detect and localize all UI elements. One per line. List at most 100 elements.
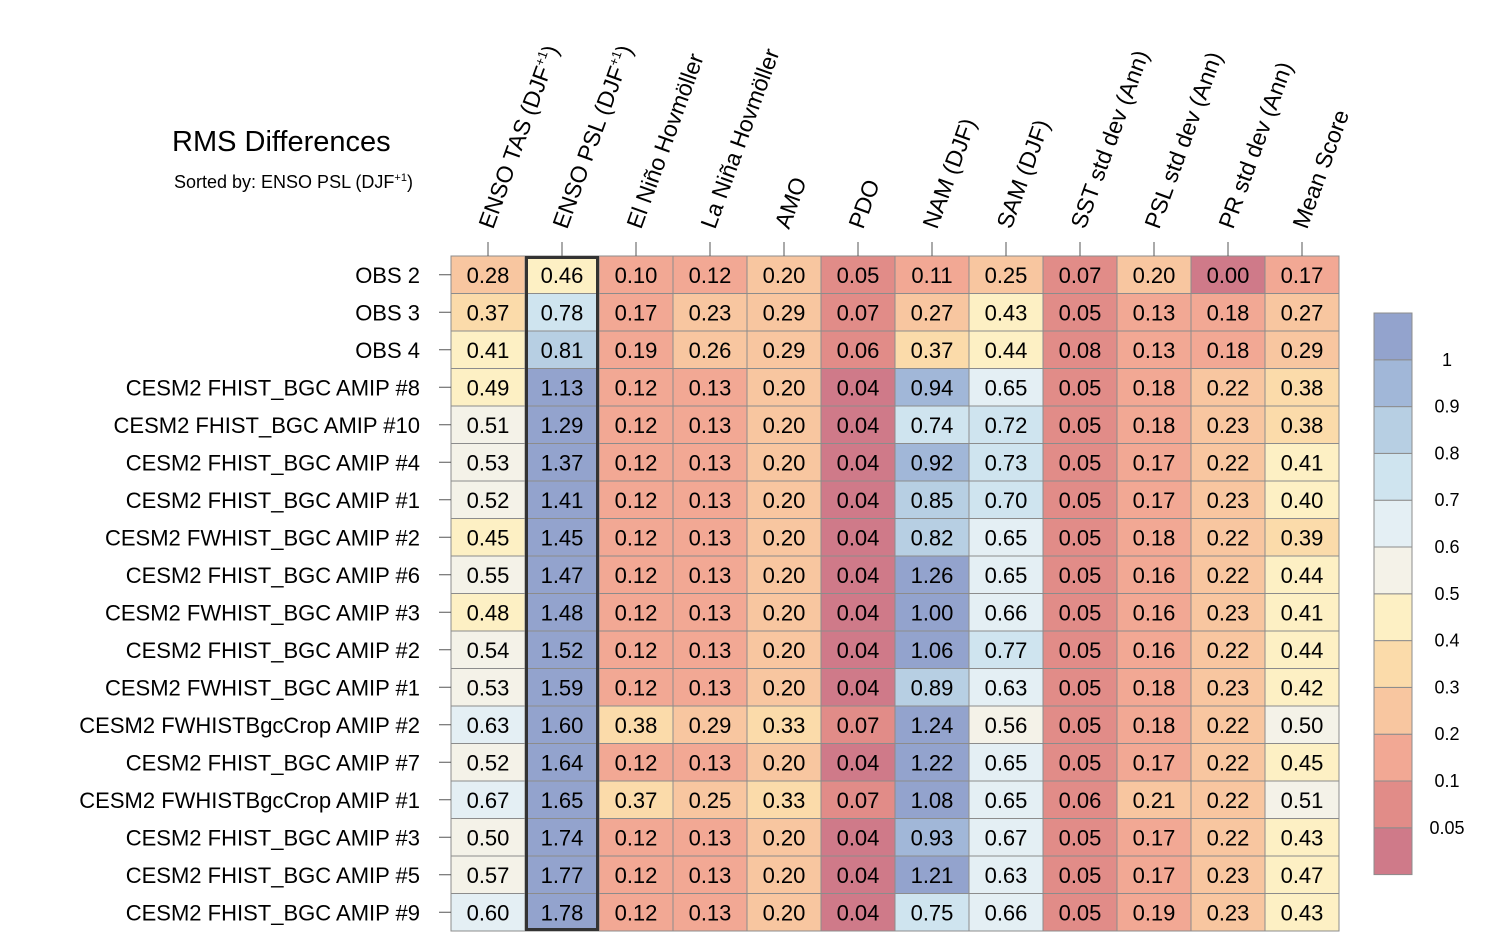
heatmap-cell bbox=[820, 480, 896, 519]
heatmap-cell bbox=[746, 480, 822, 519]
heatmap-cell bbox=[1190, 293, 1266, 332]
heatmap-cell bbox=[820, 443, 896, 482]
cell-value: 0.82 bbox=[911, 525, 954, 550]
cell-value: 0.52 bbox=[467, 488, 510, 513]
heatmap-cell bbox=[746, 593, 822, 632]
cell-value: 0.28 bbox=[467, 263, 510, 288]
colorbar-label: 1 bbox=[1442, 350, 1452, 370]
cell-value: 0.33 bbox=[763, 713, 806, 738]
heatmap-cell bbox=[598, 668, 674, 707]
cell-value: 0.05 bbox=[1059, 750, 1102, 775]
heatmap-cell bbox=[968, 705, 1044, 744]
heatmap-cell bbox=[598, 443, 674, 482]
heatmap-cell bbox=[524, 405, 600, 444]
cell-value: 0.05 bbox=[837, 263, 880, 288]
heatmap-cell bbox=[1190, 443, 1266, 482]
cell-value: 0.22 bbox=[1207, 750, 1250, 775]
cell-value: 0.66 bbox=[985, 900, 1028, 925]
cell-value: 0.08 bbox=[1059, 338, 1102, 363]
colorbar-band bbox=[1373, 499, 1413, 548]
colorbar-band bbox=[1373, 406, 1413, 454]
cell-value: 0.13 bbox=[689, 825, 732, 850]
cell-value: 0.17 bbox=[1133, 488, 1176, 513]
heatmap-cell bbox=[1116, 555, 1192, 594]
cell-value: 0.22 bbox=[1207, 713, 1250, 738]
cell-value: 0.23 bbox=[1207, 488, 1250, 513]
column-labels: ENSO TAS (DJF+1)ENSO PSL (DJF+1)El Niño … bbox=[473, 42, 1354, 256]
cell-value: 1.00 bbox=[911, 600, 954, 625]
heatmap-cell bbox=[894, 480, 970, 519]
row-label: CESM2 FHIST_BGC AMIP #3 bbox=[126, 825, 420, 850]
cell-value: 0.17 bbox=[1133, 863, 1176, 888]
cell-value: 1.77 bbox=[541, 863, 584, 888]
heatmap-cell bbox=[1042, 518, 1118, 557]
row-label: CESM2 FHIST_BGC AMIP #9 bbox=[126, 900, 420, 925]
cell-value: 0.12 bbox=[689, 263, 732, 288]
cell-value: 0.04 bbox=[837, 450, 880, 475]
cell-value: 0.16 bbox=[1133, 563, 1176, 588]
column-label: PSL std dev (Ann) bbox=[1139, 48, 1227, 231]
heatmap-cell bbox=[672, 330, 748, 369]
heatmap-cell bbox=[1042, 818, 1118, 857]
heatmap-cell bbox=[968, 855, 1044, 894]
column-label: NAM (DJF) bbox=[917, 115, 981, 232]
cell-value: 0.29 bbox=[1281, 338, 1324, 363]
heatmap-cell bbox=[894, 668, 970, 707]
heatmap-cell bbox=[894, 293, 970, 332]
colorbar-label: 0.8 bbox=[1434, 443, 1459, 463]
cell-value: 0.74 bbox=[911, 413, 954, 438]
cell-value: 0.52 bbox=[467, 750, 510, 775]
cell-value: 0.29 bbox=[763, 300, 806, 325]
heatmap-cell bbox=[450, 330, 526, 369]
heatmap-cell bbox=[450, 518, 526, 557]
heatmap-cell bbox=[672, 705, 748, 744]
cell-value: 0.65 bbox=[985, 375, 1028, 400]
cell-value: 0.51 bbox=[1281, 788, 1324, 813]
colorbar-label: 0.7 bbox=[1434, 490, 1459, 510]
sorted-column-highlight bbox=[525, 256, 599, 931]
heatmap-cell bbox=[1116, 780, 1192, 819]
heatmap-cell bbox=[746, 630, 822, 669]
cell-value: 0.43 bbox=[1281, 900, 1324, 925]
cell-value: 0.07 bbox=[1059, 263, 1102, 288]
cell-value: 1.26 bbox=[911, 563, 954, 588]
row-label: CESM2 FHIST_BGC AMIP #6 bbox=[126, 563, 420, 588]
row-labels: OBS 2 OBS 3 OBS 4 CESM2 FHIST_BGC AMIP #8 CE… bbox=[79, 263, 451, 925]
heatmap-cell bbox=[1264, 818, 1340, 857]
heatmap-cell bbox=[746, 893, 822, 932]
cell-value: 0.94 bbox=[911, 375, 954, 400]
heatmap-cell bbox=[894, 705, 970, 744]
heatmap-cell bbox=[524, 443, 600, 482]
cell-value: 0.25 bbox=[985, 263, 1028, 288]
heatmap-cell bbox=[968, 443, 1044, 482]
heatmap-cell bbox=[1190, 818, 1266, 857]
heatmap-cell bbox=[524, 893, 600, 932]
cell-value: 0.12 bbox=[615, 863, 658, 888]
subtitle-end: ) bbox=[406, 172, 413, 192]
cell-value: 0.93 bbox=[911, 825, 954, 850]
cell-value: 1.59 bbox=[541, 675, 584, 700]
heatmap-cell bbox=[1190, 743, 1266, 782]
cell-value: 0.05 bbox=[1059, 900, 1102, 925]
heatmap-cell bbox=[1190, 593, 1266, 632]
column-label: El Niño Hovmöller bbox=[621, 50, 708, 232]
heatmap-cell bbox=[820, 555, 896, 594]
heatmap-cell bbox=[1264, 405, 1340, 444]
cell-value: 0.04 bbox=[837, 750, 880, 775]
heatmap-cell bbox=[1190, 705, 1266, 744]
cell-value: 0.05 bbox=[1059, 563, 1102, 588]
heatmap-cell bbox=[672, 780, 748, 819]
colorbar-label: 0.9 bbox=[1434, 397, 1459, 417]
column-label-superscript: +1 bbox=[606, 49, 625, 68]
heatmap-cell bbox=[1116, 743, 1192, 782]
heatmap-cell bbox=[450, 293, 526, 332]
heatmap-cell bbox=[524, 855, 600, 894]
cell-value: 0.77 bbox=[985, 638, 1028, 663]
colorbar-band bbox=[1373, 640, 1413, 688]
chart-title: RMS Differences bbox=[172, 126, 391, 158]
cell-value: 0.22 bbox=[1207, 638, 1250, 663]
colorbar-label: 0.5 bbox=[1434, 584, 1459, 604]
cell-value: 0.04 bbox=[837, 525, 880, 550]
heatmap-cell bbox=[1116, 405, 1192, 444]
heatmap-cell bbox=[746, 780, 822, 819]
